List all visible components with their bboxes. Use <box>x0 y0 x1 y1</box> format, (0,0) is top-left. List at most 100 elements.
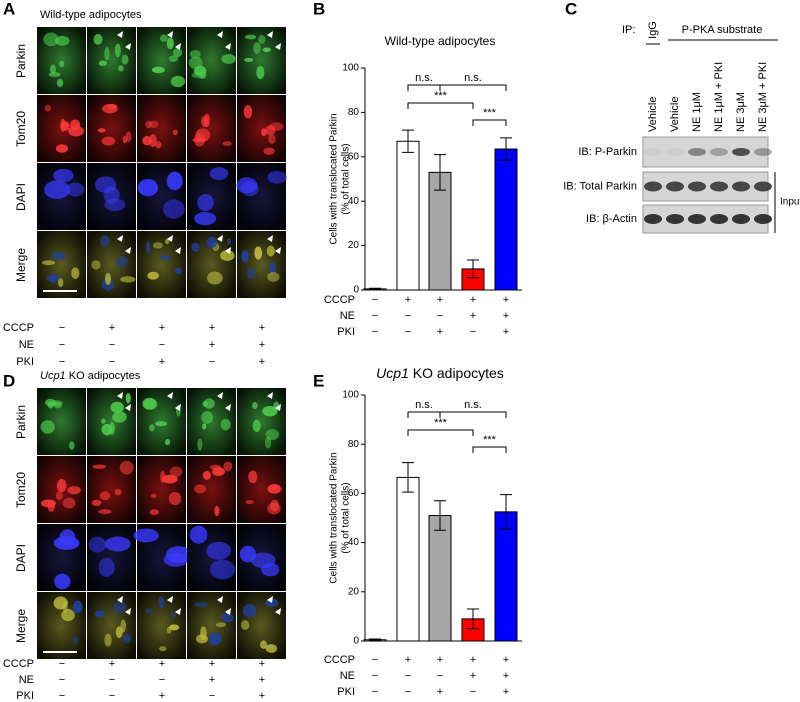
arrowhead <box>125 608 131 615</box>
blot-band <box>688 148 706 156</box>
cell-signal <box>73 636 79 645</box>
condition-cell: − <box>372 294 378 306</box>
cell-signal <box>189 50 201 59</box>
cell-signal <box>114 488 122 496</box>
row-label: Tom20 <box>14 472 28 508</box>
cell-signal <box>254 246 263 260</box>
cell-signal <box>151 66 165 74</box>
condition-cell: − <box>159 339 165 351</box>
condition-label: NE <box>19 339 34 351</box>
blot-band <box>710 214 728 224</box>
significance-label: *** <box>434 417 448 429</box>
cell-signal <box>197 438 203 451</box>
arrowhead <box>217 235 223 242</box>
arrowhead <box>225 43 231 50</box>
cell-signal <box>120 276 136 283</box>
cell-signal <box>252 419 261 433</box>
condition-label: NE <box>19 674 34 686</box>
panel-label: A <box>3 0 15 18</box>
arrowhead <box>117 596 123 603</box>
blot-band <box>688 181 706 192</box>
ip-label: IP: <box>622 24 635 36</box>
cell-signal <box>99 491 111 501</box>
cell-signal <box>142 135 152 146</box>
blot-row-label: IB: Total Parkin <box>563 180 637 192</box>
condition-cell: − <box>59 658 65 670</box>
arrowhead <box>175 247 181 254</box>
condition-cell: − <box>405 670 411 682</box>
condition-cell: + <box>437 326 443 338</box>
blot-band <box>688 214 706 224</box>
cell-signal <box>55 491 63 501</box>
cell-signal <box>65 182 85 197</box>
cell-signal <box>207 271 223 285</box>
chart-title: Ucp1 KO adipocytes <box>376 365 504 381</box>
condition-label: PKI <box>337 326 355 338</box>
row-label: Parkin <box>14 405 28 439</box>
cell-signal <box>158 596 165 609</box>
arrowhead <box>217 31 223 38</box>
blot-band <box>644 214 662 224</box>
cell-signal <box>91 499 102 507</box>
cell-signal <box>92 464 106 469</box>
cell-signal <box>189 525 208 544</box>
arrowhead <box>225 404 231 411</box>
cell-signal <box>269 122 284 131</box>
micrograph <box>187 95 236 162</box>
cell-signal <box>160 470 166 484</box>
cell-signal <box>62 497 76 509</box>
cell-signal <box>147 271 159 280</box>
cell-signal <box>40 420 55 434</box>
arrowhead <box>275 43 281 50</box>
cell-signal <box>43 32 59 47</box>
cell-signal <box>220 418 231 431</box>
cell-signal <box>197 194 214 212</box>
blot-band <box>710 181 728 192</box>
cell-signal <box>119 460 134 475</box>
blot-band <box>710 148 728 156</box>
blot-band <box>666 214 684 224</box>
cell-signal <box>101 418 106 424</box>
cell-signal <box>104 633 112 647</box>
cell-signal <box>152 242 164 249</box>
cell-signal <box>50 64 56 75</box>
arrowhead <box>267 392 273 399</box>
cell-signal <box>143 399 158 410</box>
error-bar <box>434 500 446 531</box>
condition-cell: + <box>109 658 115 670</box>
significance-bracket <box>407 102 474 109</box>
condition-label: PKI <box>16 690 34 702</box>
cell-signal <box>202 470 211 480</box>
cell-signal <box>52 251 66 261</box>
cell-signal <box>256 65 265 80</box>
cell-signal <box>97 128 106 133</box>
row-label: DAPI <box>14 544 28 572</box>
bar <box>494 148 518 291</box>
cell-signal <box>121 54 129 65</box>
bar <box>428 515 452 642</box>
lane-label: Vehicle <box>647 97 659 132</box>
cell-signal <box>174 267 182 275</box>
cell-signal <box>69 441 75 450</box>
condition-cell: − <box>437 670 443 682</box>
cell-signal <box>113 601 127 614</box>
cell-signal <box>226 238 232 245</box>
cell-signal <box>172 48 183 58</box>
blot-band <box>754 181 772 192</box>
condition-cell: + <box>209 674 215 686</box>
y-axis-label: (% of total cells) <box>341 482 352 553</box>
micrograph <box>137 95 186 162</box>
condition-label: CCCP <box>3 658 34 670</box>
cell-signal <box>161 474 178 484</box>
condition-label: PKI <box>16 356 34 368</box>
condition-cell: + <box>503 326 509 338</box>
cell-signal <box>155 141 162 149</box>
lane-label: Vehicle <box>669 97 681 132</box>
condition-cell: + <box>209 322 215 334</box>
title-gene: Ucp1 <box>376 365 409 381</box>
arrowhead <box>125 43 131 50</box>
cell-signal <box>162 199 185 219</box>
cell-signal <box>263 147 275 155</box>
cell-signal <box>194 211 217 226</box>
